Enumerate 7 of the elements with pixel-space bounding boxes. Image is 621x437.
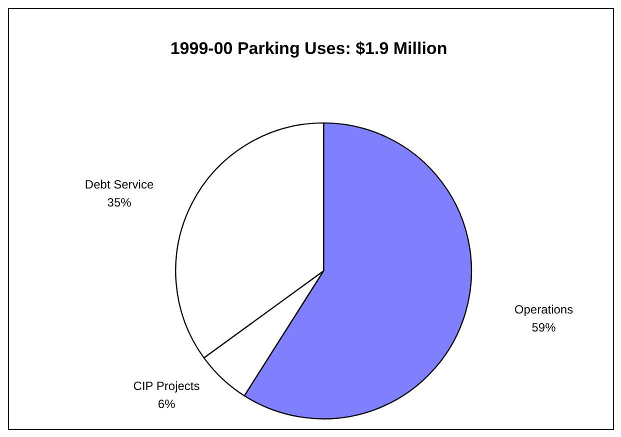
data-label: 59% — [532, 320, 556, 335]
slice-label: Debt Service — [84, 177, 154, 192]
chart-title: 1999-00 Parking Uses: $1.9 Million — [170, 39, 448, 58]
data-label: 6% — [158, 397, 176, 412]
data-label: 35% — [107, 196, 132, 210]
slice-label: CIP Projects — [133, 379, 200, 394]
slice-label: Operations — [514, 302, 574, 316]
